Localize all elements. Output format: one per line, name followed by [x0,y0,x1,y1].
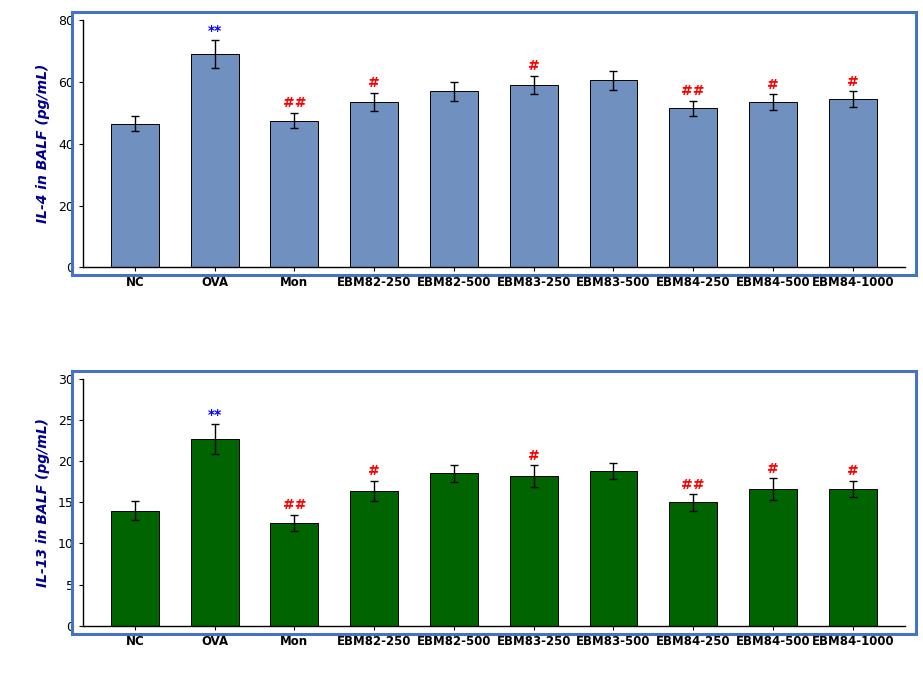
Text: ##: ## [681,84,705,98]
Text: **: ** [208,24,222,38]
Bar [749,102,797,267]
Text: #: # [767,78,779,92]
Y-axis label: IL-4 in BALF (pg/mL): IL-4 in BALF (pg/mL) [36,64,50,223]
Bar [350,102,398,267]
Text: #: # [528,449,540,463]
Bar [669,502,717,626]
Bar [509,85,557,267]
Bar [191,55,238,267]
Text: ##: ## [282,96,306,110]
Bar [191,439,238,626]
Y-axis label: IL-13 in BALF (pg/mL): IL-13 in BALF (pg/mL) [36,418,50,587]
Text: #: # [368,464,380,479]
Bar [669,108,717,267]
Bar [111,124,159,267]
Bar [111,511,159,626]
Text: ##: ## [681,478,705,491]
Bar [749,489,797,626]
Text: #: # [528,59,540,73]
Bar [829,489,877,626]
Text: **: ** [208,408,222,421]
Bar [270,523,318,626]
Bar [509,476,557,626]
Text: #: # [767,462,779,476]
Text: #: # [846,464,858,479]
Text: ##: ## [282,498,306,512]
Text: #: # [846,75,858,89]
Bar [430,473,478,626]
Bar [430,92,478,267]
Bar [590,471,638,626]
Bar [829,99,877,267]
Bar [350,491,398,626]
Bar [270,120,318,267]
Bar [590,81,638,267]
Text: #: # [368,76,380,90]
